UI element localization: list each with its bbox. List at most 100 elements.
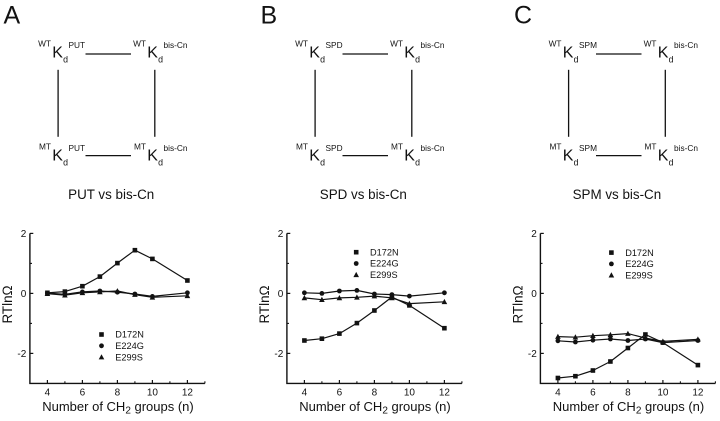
marker-triangle xyxy=(608,272,615,278)
legend-label: E224G xyxy=(625,259,654,269)
y-tick-label: 2 xyxy=(21,229,27,240)
legend-item: D172N xyxy=(353,247,399,257)
marker-square xyxy=(115,260,120,266)
marker-circle xyxy=(590,337,596,343)
x-tick-label: 8 xyxy=(625,387,631,398)
marker-circle xyxy=(99,343,104,349)
y-axis-title: RTlnΩ xyxy=(510,285,525,323)
marker-square xyxy=(608,359,613,364)
y-tick-label: 0 xyxy=(531,289,537,300)
marker-square xyxy=(643,332,648,337)
x-tick-label: 12 xyxy=(182,387,194,398)
marker-triangle xyxy=(97,289,103,295)
marker-square xyxy=(97,274,103,279)
marker-triangle xyxy=(590,332,596,338)
marker-triangle xyxy=(441,298,448,305)
marker-triangle xyxy=(642,335,649,341)
x-tick-label: 10 xyxy=(147,387,159,398)
x-axis-title: Number of CH2 groups (n) xyxy=(299,399,451,417)
marker-circle xyxy=(185,290,190,296)
marker-square xyxy=(80,283,85,289)
x-axis-title-sub: 2 xyxy=(382,405,388,416)
marker-triangle xyxy=(625,330,631,336)
y-axis-title: RTlnΩ xyxy=(257,285,272,323)
legend-label: D172N xyxy=(115,330,144,340)
panel-caption-b: SPD vs bis-Cn xyxy=(320,187,407,202)
kd-ligand-label: SPM xyxy=(579,143,597,153)
marker-square xyxy=(590,368,596,373)
marker-triangle xyxy=(555,333,561,339)
marker-triangle xyxy=(660,338,666,344)
kd-ligand-label: PUT xyxy=(69,40,86,50)
x-axis-title-pre: Number of CH xyxy=(42,399,125,414)
marker-square xyxy=(319,336,325,341)
kd-prefix-label: WT xyxy=(133,38,146,48)
y-axis-title: RTlnΩ xyxy=(0,285,15,323)
kd-subscript: d xyxy=(158,158,163,168)
marker-circle xyxy=(302,290,307,296)
kd-ligand-label: bis-Cn xyxy=(421,143,445,153)
x-axis-title-sub: 2 xyxy=(125,405,131,416)
legend-item: E299S xyxy=(353,270,398,280)
y-tick-label: -2 xyxy=(528,349,537,360)
panel-caption-a: PUT vs bis-Cn xyxy=(68,187,154,202)
marker-square xyxy=(625,345,631,351)
kd-symbol: K xyxy=(52,44,63,61)
marker-square xyxy=(62,289,68,294)
kd-symbol: K xyxy=(658,148,669,165)
kd-symbol: K xyxy=(147,148,158,165)
y-tick-label: 2 xyxy=(278,229,284,240)
marker-square xyxy=(695,362,701,368)
marker-triangle xyxy=(62,292,68,298)
marker-circle xyxy=(555,338,561,344)
legend-item: E224G xyxy=(609,259,654,269)
kd-symbol: K xyxy=(563,148,574,165)
marker-circle xyxy=(573,339,578,345)
series-line-E299S xyxy=(557,333,698,342)
x-tick-label: 8 xyxy=(115,387,121,398)
kd-prefix-label: WT xyxy=(38,38,51,48)
x-tick-label: 4 xyxy=(555,387,561,398)
marker-circle xyxy=(389,292,395,297)
kd-prefix-label: WT xyxy=(390,38,403,48)
kd-prefix-label: MT xyxy=(391,142,403,152)
kd-subscript: d xyxy=(574,158,579,168)
panel-letter-c: C xyxy=(514,1,532,29)
marker-square xyxy=(442,325,447,331)
kd-symbol: K xyxy=(658,44,669,61)
kd-symbol: K xyxy=(404,148,415,165)
x-tick-label: 8 xyxy=(372,387,378,398)
marker-triangle xyxy=(114,288,121,294)
marker-triangle xyxy=(353,271,359,278)
kd-subscript: d xyxy=(574,54,579,64)
y-tick-label: -2 xyxy=(17,349,26,360)
marker-triangle xyxy=(301,295,308,301)
x-tick-label: 6 xyxy=(590,387,596,398)
series-line-D172N xyxy=(304,296,445,342)
kd-ligand-label: SPD xyxy=(326,143,343,153)
kd-ligand-label: bis-Cn xyxy=(674,40,698,50)
legend-label: E299S xyxy=(115,352,143,362)
marker-triangle xyxy=(149,294,156,300)
marker-square xyxy=(555,375,561,381)
marker-triangle xyxy=(406,300,413,306)
legend-item: D172N xyxy=(609,248,654,258)
kd-symbol: K xyxy=(309,148,320,165)
kd-prefix-label: MT xyxy=(134,142,146,152)
kd-symbol: K xyxy=(309,44,320,61)
kd-subscript: d xyxy=(415,158,420,168)
x-axis-title-post: groups (n) xyxy=(388,399,451,414)
kd-subscript: d xyxy=(63,158,68,168)
series-line-D172N xyxy=(47,249,188,294)
x-axis-title-post: groups (n) xyxy=(131,399,194,414)
x-axis-title-sub: 2 xyxy=(636,405,642,416)
marker-square xyxy=(302,338,307,343)
marker-circle xyxy=(407,293,412,299)
